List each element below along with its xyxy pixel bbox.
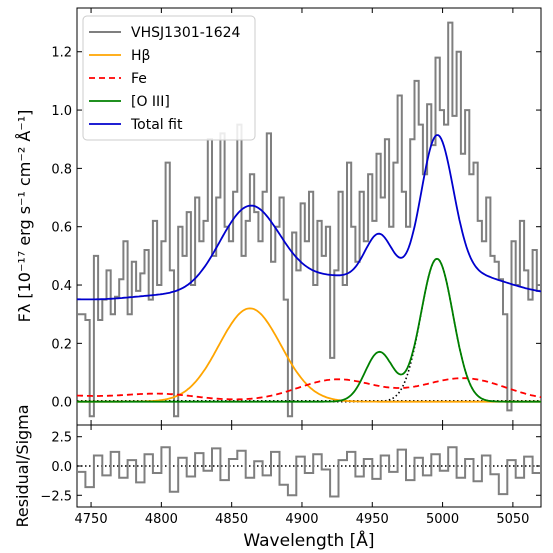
main-y-axis-label: Fλ [10⁻¹⁷ erg s⁻¹ cm⁻² Å⁻¹] (15, 110, 34, 323)
residual-series-group (77, 446, 541, 498)
residual-y-tick-label: 0.0 (51, 460, 72, 475)
legend-label: Hβ (131, 48, 150, 64)
x-tick-label: 4950 (356, 512, 389, 527)
legend: VHSJ1301-1624 Hβ Fe [O III] Total fit (82, 15, 256, 141)
main-y-tick-label: 0.0 (51, 396, 72, 411)
residual-y-axis-label: Residual/Sigma (13, 404, 32, 527)
main-y-tick-label: 0.6 (51, 221, 72, 236)
residual-panel: −2.50.02.5 4750 4800 4850 4900 4950 5000 5050 … (13, 404, 542, 551)
x-tick-label: 4850 (215, 512, 248, 527)
legend-label: Total fit (130, 117, 183, 133)
series-observed-spectrum (77, 21, 541, 418)
x-tick-label: 5050 (496, 512, 529, 527)
main-x-ticks (90, 8, 514, 425)
main-series-group (77, 21, 541, 418)
legend-label: [O III] (131, 94, 170, 110)
main-y-ticks: 0.0 0.2 0.4 0.6 0.8 1.0 1.2 (51, 46, 541, 411)
series-fe (77, 377, 541, 401)
x-tick-label: 4800 (145, 512, 178, 527)
main-y-tick-label: 0.8 (51, 162, 72, 177)
residual-x-ticks: 4750 4800 4850 4900 4950 5000 5050 (75, 425, 529, 527)
x-tick-label: 4750 (75, 512, 108, 527)
series-residual (77, 446, 541, 498)
main-panel: 0.0 0.2 0.4 0.6 0.8 1.0 1.2 Fλ [10⁻¹⁷ erg s⁻¹ … (15, 7, 542, 426)
x-tick-label: 5000 (426, 512, 459, 527)
main-y-tick-label: 1.0 (51, 104, 72, 119)
residual-y-tick-label: −2.5 (40, 489, 72, 504)
legend-box (82, 15, 256, 141)
main-y-tick-label: 0.4 (51, 279, 72, 294)
series-oiii-narrow-dotted (77, 257, 541, 403)
legend-label: Fe (131, 71, 147, 87)
series-total-fit (77, 134, 541, 301)
residual-y-tick-label: 2.5 (51, 431, 72, 446)
x-axis-label: Wavelength [Å] (243, 529, 374, 551)
series-oiii (77, 257, 541, 403)
legend-label: VHSJ1301-1624 (131, 25, 241, 41)
x-tick-label: 4900 (285, 512, 318, 527)
main-y-tick-label: 0.2 (51, 337, 72, 352)
residual-y-ticks: −2.5 0.0 2.5 (40, 431, 541, 504)
main-y-tick-label: 1.2 (51, 46, 72, 61)
